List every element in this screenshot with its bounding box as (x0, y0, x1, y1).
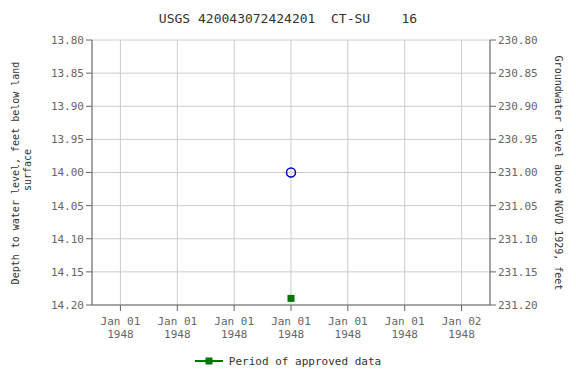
svg-text:231.00: 231.00 (498, 166, 538, 179)
svg-text:Jan 011948: Jan 011948 (271, 315, 311, 341)
svg-text:230.95: 230.95 (498, 133, 538, 146)
svg-text:231.20: 231.20 (498, 299, 538, 312)
svg-text:231.05: 231.05 (498, 200, 538, 213)
svg-text:Jan 011948: Jan 011948 (101, 315, 141, 341)
svg-text:231.15: 231.15 (498, 266, 538, 279)
svg-text:Jan 011948: Jan 011948 (328, 315, 368, 341)
html-text:Period of approved data: Period of approved data (228, 354, 382, 368)
svg-text:Jan 021948: Jan 021948 (442, 315, 482, 341)
svg-text:230.80: 230.80 (498, 34, 538, 47)
svg-text:231.10: 231.10 (498, 233, 538, 246)
svg-text:14.10: 14.10 (51, 233, 84, 246)
svg-text:13.80: 13.80 (51, 34, 84, 47)
html-text:USGS 420043072424201 CT-SU 16: USGS 420043072424201 CT-SU 16 (158, 11, 418, 26)
svg-text:13.95: 13.95 (51, 133, 84, 146)
svg-text:14.05: 14.05 (51, 200, 84, 213)
svg-text:230.85: 230.85 (498, 67, 538, 80)
svg-text:13.90: 13.90 (51, 100, 84, 113)
svg-text:Jan 011948: Jan 011948 (157, 315, 197, 341)
svg-text:14.15: 14.15 (51, 266, 84, 279)
html-text:Depth to water level, feet bel: Depth to water level, feet below land su… (10, 61, 33, 284)
svg-text:Jan 011948: Jan 011948 (214, 315, 254, 341)
svg-text:14.00: 14.00 (51, 166, 84, 179)
svg-text:Jan 011948: Jan 011948 (385, 315, 425, 341)
svg-text:230.90: 230.90 (498, 100, 538, 113)
svg-text:13.85: 13.85 (51, 67, 84, 80)
html-text:Groundwater level above NGVD 1: Groundwater level above NGVD 1929, feet (553, 55, 564, 290)
svg-text:14.20: 14.20 (51, 299, 84, 312)
